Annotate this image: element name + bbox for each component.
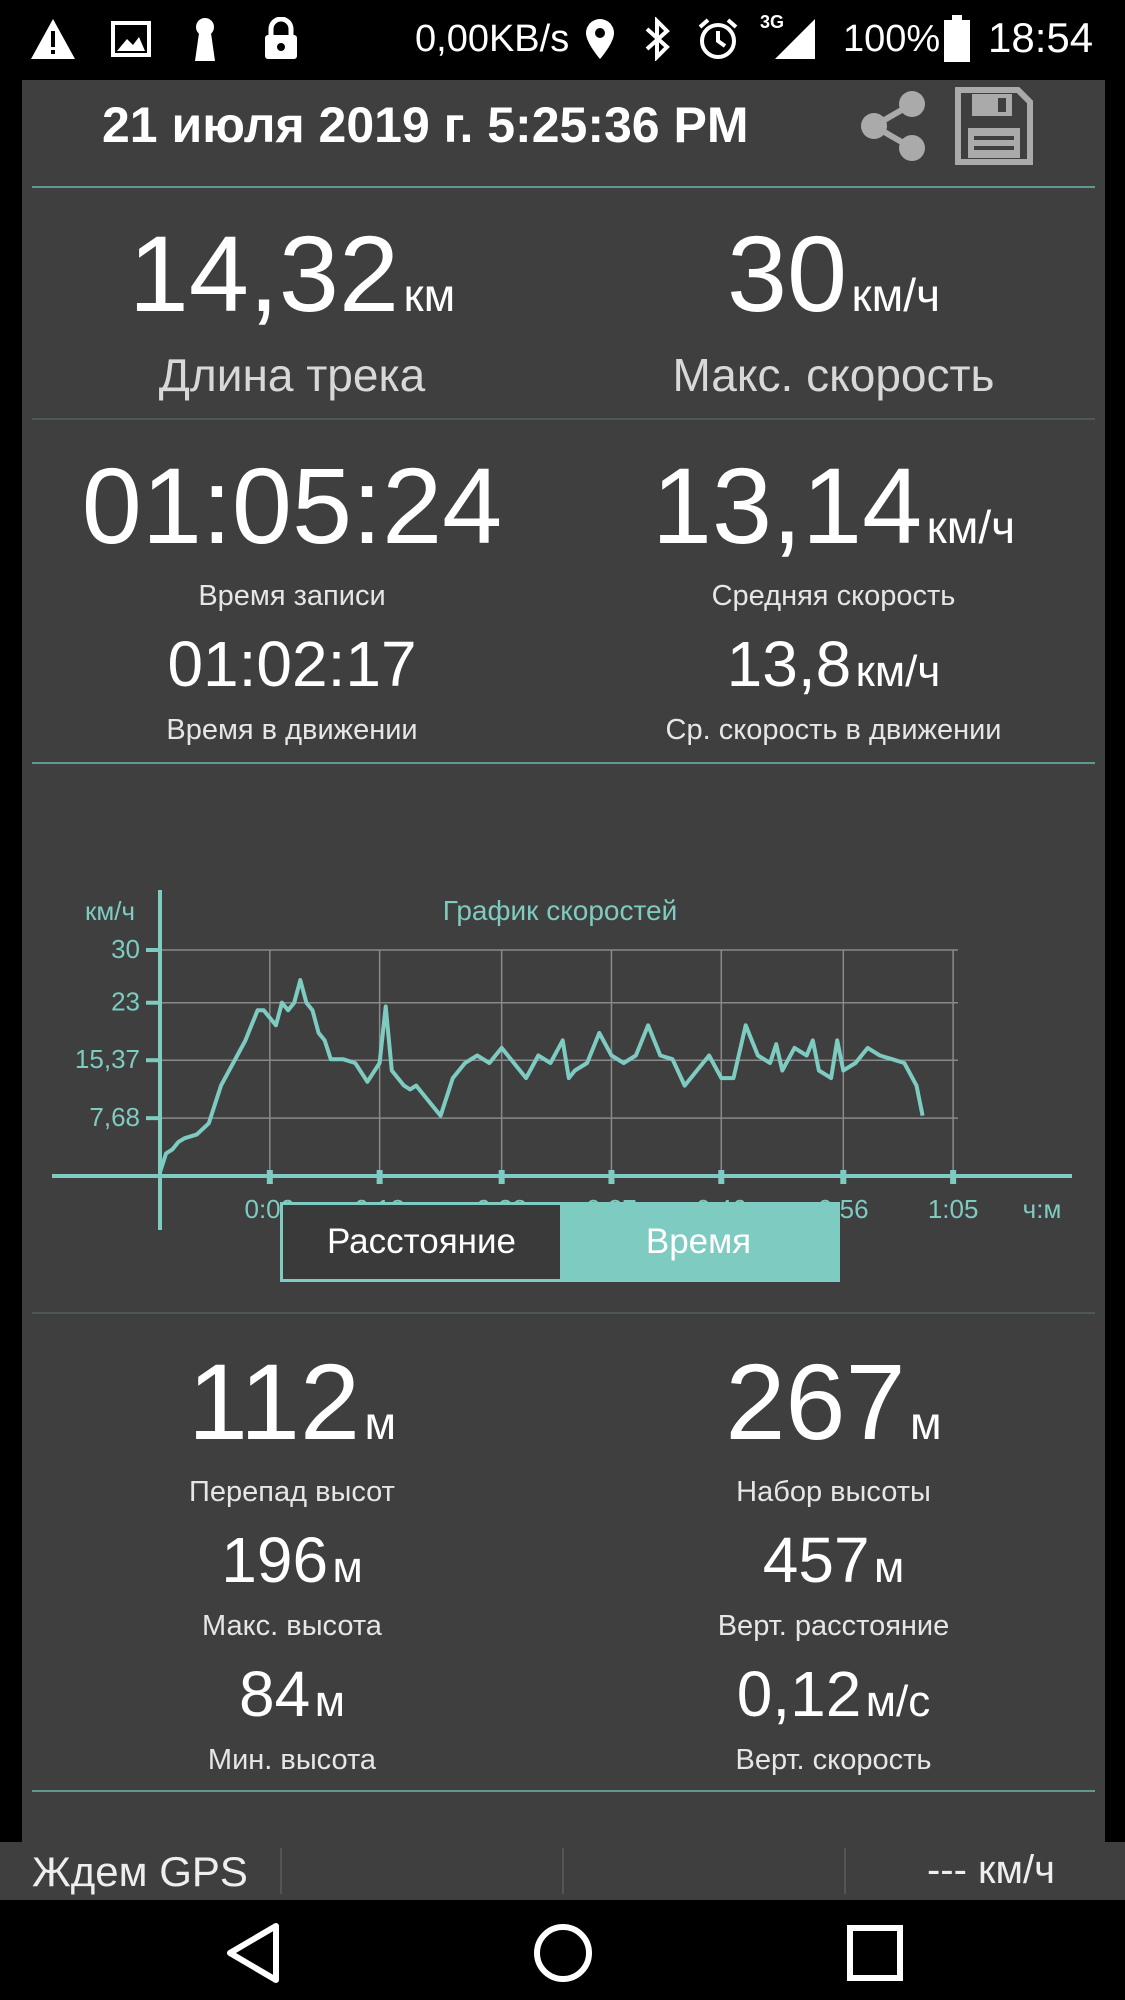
signal-icon [770, 14, 820, 64]
share-button[interactable] [852, 84, 936, 168]
battery-icon [932, 14, 982, 64]
share-icon [861, 91, 925, 161]
home-icon [534, 1924, 592, 1982]
separator [280, 1848, 282, 1894]
min-altitude-label: Мин. высота [207, 1744, 377, 1776]
divider [32, 1312, 1095, 1314]
network-type: 3G [760, 12, 785, 32]
vert-distance-unit: м [873, 1543, 905, 1592]
gps-status-text: Ждем GPS [32, 1848, 248, 1895]
time-tab[interactable]: Время [560, 1205, 837, 1279]
max-speed-unit: км/ч [851, 269, 941, 321]
avg-moving-speed-value: 13,8 [726, 628, 852, 700]
max-altitude-label: Макс. высота [202, 1610, 382, 1642]
avg-speed-stat: 13,14 км/ч [562, 452, 1105, 560]
track-length-value: 14,32 [128, 213, 400, 334]
navigation-bar [0, 1900, 1125, 2000]
speed-chart-svg: 7,6815,3723300:090:180:280:370:460:561:0… [52, 890, 1072, 1230]
network-speed: 0,00KB/s [415, 18, 570, 60]
moving-time-label: Время в движении [166, 714, 418, 746]
max-speed-value: 30 [726, 213, 848, 334]
speed-chart: 7,6815,3723300:090:180:280:370:460:561:0… [22, 770, 1105, 1250]
altitude-diff-unit: м [364, 1397, 397, 1449]
record-time-value: 01:05:24 [81, 445, 503, 566]
track-stats-panel: 21 июля 2019 г. 5:25:36 PM 14,32 км Длин… [22, 80, 1105, 1842]
status-bar: 0,00KB/s 3G 100% 18:54 [0, 0, 1125, 80]
min-altitude-stat: 84 м [22, 1662, 562, 1727]
battery-percent: 100% [843, 18, 941, 60]
divider [32, 186, 1095, 188]
altitude-diff-label: Перепад высот [189, 1476, 395, 1508]
save-floppy-icon [955, 87, 1033, 165]
keyhole-icon [180, 14, 230, 64]
distance-tab[interactable]: Расстояние [283, 1205, 560, 1279]
y-axis-label: км/ч [85, 896, 135, 926]
avg-moving-speed-stat: 13,8 км/ч [562, 632, 1105, 697]
vert-distance-stat: 457 м [562, 1528, 1105, 1593]
bluetooth-icon [633, 14, 683, 64]
avg-speed-unit: км/ч [926, 501, 1016, 553]
track-length-label: Длина трека [158, 349, 426, 401]
avg-moving-speed-unit: км/ч [855, 647, 941, 696]
max-altitude-stat: 196 м [22, 1528, 562, 1593]
ascent-value: 267 [725, 1341, 906, 1462]
y-tick-label: 30 [111, 934, 140, 964]
track-length-unit: км [403, 269, 456, 321]
altitude-diff-value: 112 [187, 1341, 361, 1462]
location-icon [575, 14, 625, 64]
min-altitude-value: 84 [239, 1658, 311, 1730]
vert-distance-label: Верт. расстояние [717, 1610, 950, 1642]
max-altitude-unit: м [332, 1543, 363, 1592]
avg-speed-value: 13,14 [651, 445, 923, 566]
track-length-stat: 14,32 км [22, 220, 562, 328]
separator [844, 1848, 846, 1894]
vert-speed-stat: 0,12 м/с [562, 1662, 1105, 1727]
recents-button[interactable] [840, 1918, 910, 1988]
lock-icon [256, 14, 306, 64]
ascent-label: Набор высоты [736, 1476, 931, 1508]
current-speed-text: --- км/ч [926, 1848, 1055, 1892]
avg-moving-speed-label: Ср. скорость в движении [665, 714, 1002, 746]
gps-status-bar: Ждем GPS --- км/ч [0, 1842, 1125, 1900]
image-icon [106, 14, 156, 64]
altitude-diff-stat: 112 м [22, 1348, 562, 1456]
y-tick-label: 23 [111, 987, 140, 1017]
vert-speed-value: 0,12 [736, 1658, 862, 1730]
y-tick-label: 7,68 [89, 1102, 140, 1132]
speed-series-line [158, 978, 925, 1173]
recents-icon [847, 1925, 903, 1981]
ascent-unit: м [910, 1397, 942, 1449]
vert-speed-unit: м/с [865, 1677, 931, 1726]
separator [562, 1848, 564, 1894]
x-tick-label: 1:05 [928, 1194, 979, 1224]
warning-icon [28, 14, 78, 64]
clock: 18:54 [988, 14, 1094, 61]
back-icon [227, 1923, 279, 1983]
avg-speed-label: Средняя скорость [711, 580, 956, 612]
divider [32, 1790, 1095, 1792]
moving-time-value: 01:02:17 [167, 628, 417, 700]
x-axis-label: ч:м [1023, 1194, 1062, 1224]
save-button[interactable] [952, 84, 1036, 168]
max-altitude-value: 196 [221, 1524, 329, 1596]
chart-mode-toggle: Расстояние Время [280, 1202, 840, 1282]
max-speed-stat: 30 км/ч [562, 220, 1105, 328]
alarm-icon [693, 14, 743, 64]
chart-title: График скоростей [443, 895, 677, 926]
back-button[interactable] [218, 1918, 288, 1988]
record-time-label: Время записи [198, 580, 386, 612]
min-altitude-unit: м [314, 1677, 345, 1726]
ascent-stat: 267 м [562, 1348, 1105, 1456]
divider [32, 762, 1095, 764]
vert-speed-label: Верт. скорость [735, 1744, 932, 1776]
track-datetime: 21 июля 2019 г. 5:25:36 PM [102, 97, 749, 153]
home-button[interactable] [528, 1918, 598, 1988]
max-speed-label: Макс. скорость [672, 349, 995, 401]
y-tick-label: 15,37 [75, 1044, 140, 1074]
vert-distance-value: 457 [762, 1524, 870, 1596]
divider [32, 418, 1095, 420]
